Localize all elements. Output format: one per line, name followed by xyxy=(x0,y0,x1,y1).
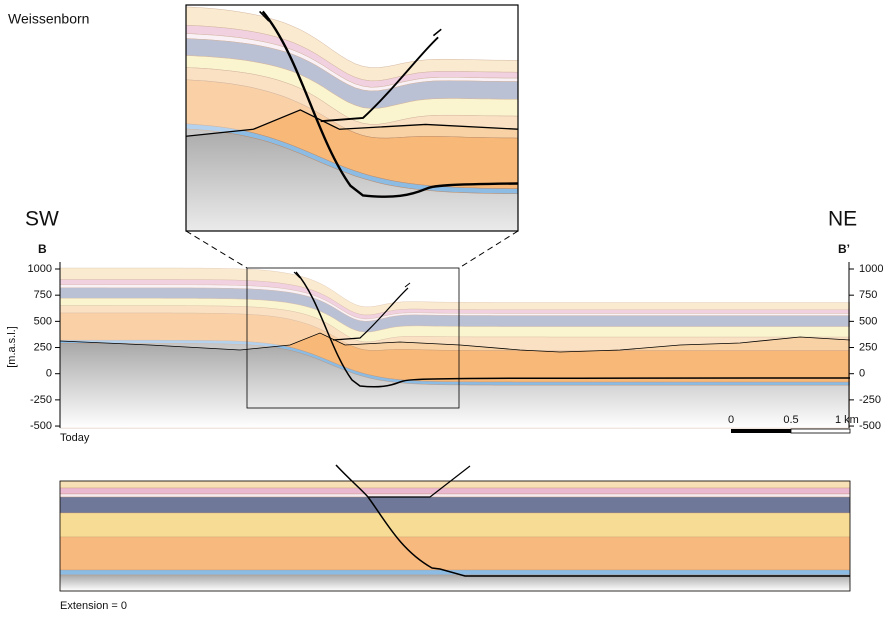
rock-layer xyxy=(59,487,851,495)
fault xyxy=(332,287,409,341)
tick-label: 1000 xyxy=(28,263,52,275)
inset xyxy=(186,5,518,231)
frame xyxy=(59,480,851,592)
tick-label: -250 xyxy=(859,394,881,406)
sw-label: SW xyxy=(25,208,59,231)
extension-label: Extension = 0 xyxy=(60,600,127,612)
tick-label: 750 xyxy=(34,289,52,301)
zoom-box xyxy=(246,267,460,409)
scale-label: 0.5 xyxy=(783,414,798,426)
section-start: B xyxy=(38,242,47,256)
tick-label: -500 xyxy=(30,420,52,432)
rock-layer xyxy=(59,480,851,489)
tick-label: -500 xyxy=(859,420,881,432)
y-axis-title: [m.a.s.l.] xyxy=(6,326,18,368)
fault xyxy=(295,271,850,388)
fault-arrow xyxy=(293,271,411,288)
scale-bar: 0 0.5 1 km xyxy=(728,414,859,434)
rock-layer xyxy=(59,512,851,538)
tick-label: 250 xyxy=(859,341,877,353)
eroded-overlay xyxy=(60,255,850,352)
time-label: Today xyxy=(60,432,90,444)
axes: 1000 1000 750 750 500 500 250 250 0 0 -250 -250 -500… xyxy=(28,262,883,432)
tick-label: 500 xyxy=(859,315,877,327)
restored-section xyxy=(59,464,851,592)
tick-label: 500 xyxy=(34,315,52,327)
tick-label: 0 xyxy=(46,368,52,380)
tick-label: 250 xyxy=(34,341,52,353)
tick-label: 750 xyxy=(859,289,877,301)
rock-layer xyxy=(59,574,851,592)
scale-label: 0 xyxy=(728,414,734,426)
rock-layer xyxy=(59,493,851,498)
fault xyxy=(335,464,850,577)
rock-layer xyxy=(59,496,851,514)
rock-layer xyxy=(60,343,850,429)
tick-label: -250 xyxy=(30,394,52,406)
tick-label: 0 xyxy=(859,368,865,380)
zoom-connector xyxy=(458,230,519,269)
section-end: B’ xyxy=(838,242,850,256)
cross-section xyxy=(60,255,850,429)
rock-layer xyxy=(59,536,851,571)
terrain-line xyxy=(60,332,850,353)
fault xyxy=(368,465,471,498)
scale-label: 1 km xyxy=(835,414,859,426)
ne-label: NE xyxy=(828,208,857,231)
inset-frame xyxy=(185,4,519,232)
tick-label: 1000 xyxy=(859,263,883,275)
zoom-connector xyxy=(185,230,248,269)
place-title: Weissenborn xyxy=(8,11,89,27)
